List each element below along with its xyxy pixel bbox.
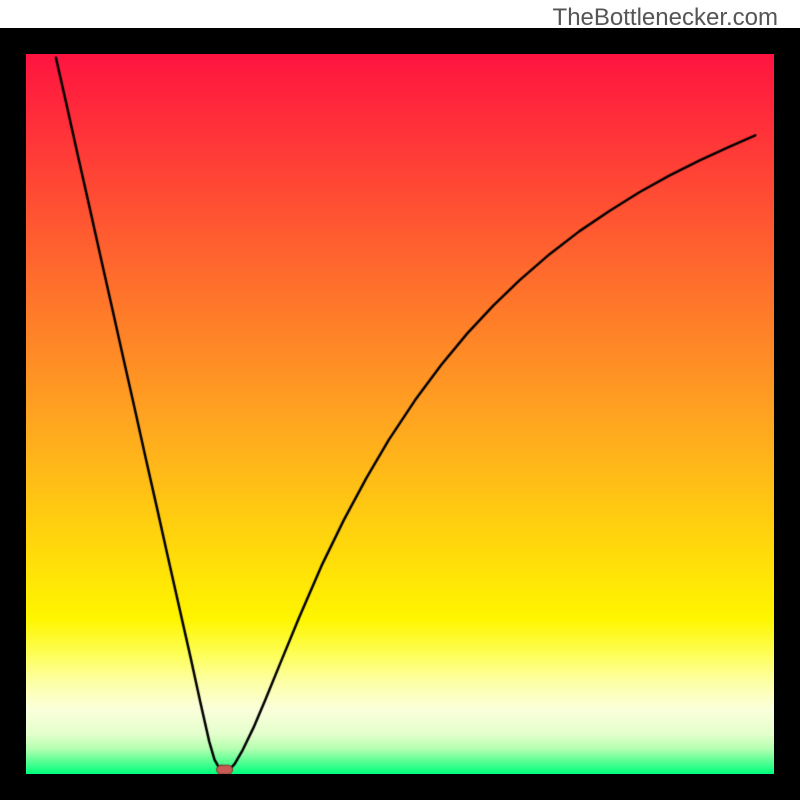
plot-frame	[0, 28, 800, 800]
chart-container: TheBottlenecker.com	[0, 0, 800, 800]
